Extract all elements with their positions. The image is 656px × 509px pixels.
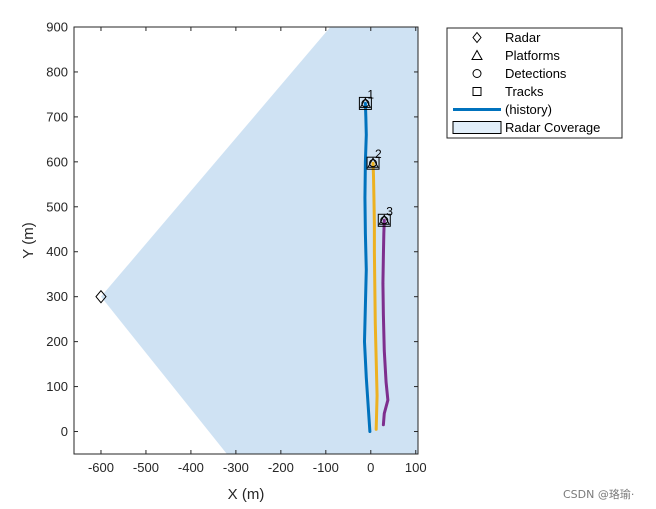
detection-1-circle-marker: [361, 99, 370, 108]
y-tick-label: 500: [46, 199, 68, 214]
x-tick-label: 0: [367, 460, 374, 475]
y-tick-label: 400: [46, 244, 68, 259]
y-tick-label: 100: [46, 379, 68, 394]
x-tick-label: -400: [178, 460, 204, 475]
x-axis-label: X (m): [228, 486, 265, 503]
track-3-id-label: 3: [386, 204, 393, 218]
legend-tracks-label: Tracks: [505, 84, 544, 99]
legend-detections-circle-icon: [472, 69, 482, 78]
track-1-id-label: 1: [367, 87, 374, 101]
coverage-layer: [100, 27, 418, 454]
track-3-history-line: [381, 218, 390, 427]
legend-history-label: (history): [505, 102, 552, 117]
legend-radar-label: Radar: [505, 30, 541, 45]
x-axis-ticks: -600 -500 -400 -300 -200 -100 0 100: [88, 27, 427, 475]
watermark: CSDN @珞瑜·: [563, 488, 635, 501]
x-tick-label: -300: [223, 460, 249, 475]
legend-platforms-triangle-icon: [471, 49, 483, 60]
legend-platforms-label: Platforms: [505, 48, 560, 63]
radar-marker: [95, 289, 107, 304]
y-axis-label: Y (m): [20, 222, 37, 258]
y-tick-label: 900: [46, 20, 68, 35]
detection-2-circle-marker: [369, 159, 378, 168]
x-tick-label: -500: [133, 460, 159, 475]
track-1-history-line: [362, 101, 372, 434]
legend-detections-label: Detections: [505, 66, 567, 81]
x-tick-label: -100: [313, 460, 339, 475]
y-tick-label: 600: [46, 154, 68, 169]
x-tick-label: -600: [88, 460, 114, 475]
legend-radar-coverage-patch-icon: [452, 121, 502, 134]
y-tick-label: 200: [46, 334, 68, 349]
marker-layer: 1 2 3: [95, 87, 393, 304]
y-tick-label: 0: [61, 424, 68, 439]
legend-radar-coverage-label: Radar Coverage: [505, 120, 600, 135]
radar-coverage-area: [100, 27, 418, 454]
track-2-id-label: 2: [375, 147, 382, 161]
detection-3-circle-marker: [380, 216, 389, 225]
y-tick-label: 800: [46, 64, 68, 79]
y-axis-ticks: 0 100 200 300 400 500 600 700 800 900: [46, 20, 418, 439]
legend-radar-diamond-icon: [472, 31, 482, 44]
y-tick-label: 300: [46, 289, 68, 304]
legend-tracks-square-icon: [472, 87, 482, 96]
track-2-history-line: [371, 161, 379, 431]
track-history-layer: [362, 101, 390, 434]
legend-box: [446, 27, 623, 139]
y-tick-label: 700: [46, 109, 68, 124]
axes-box: [73, 26, 419, 455]
legend: Radar Platforms Detections Tracks (history) R…: [446, 27, 623, 139]
x-tick-label: 100: [405, 460, 427, 475]
x-tick-label: -200: [268, 460, 294, 475]
